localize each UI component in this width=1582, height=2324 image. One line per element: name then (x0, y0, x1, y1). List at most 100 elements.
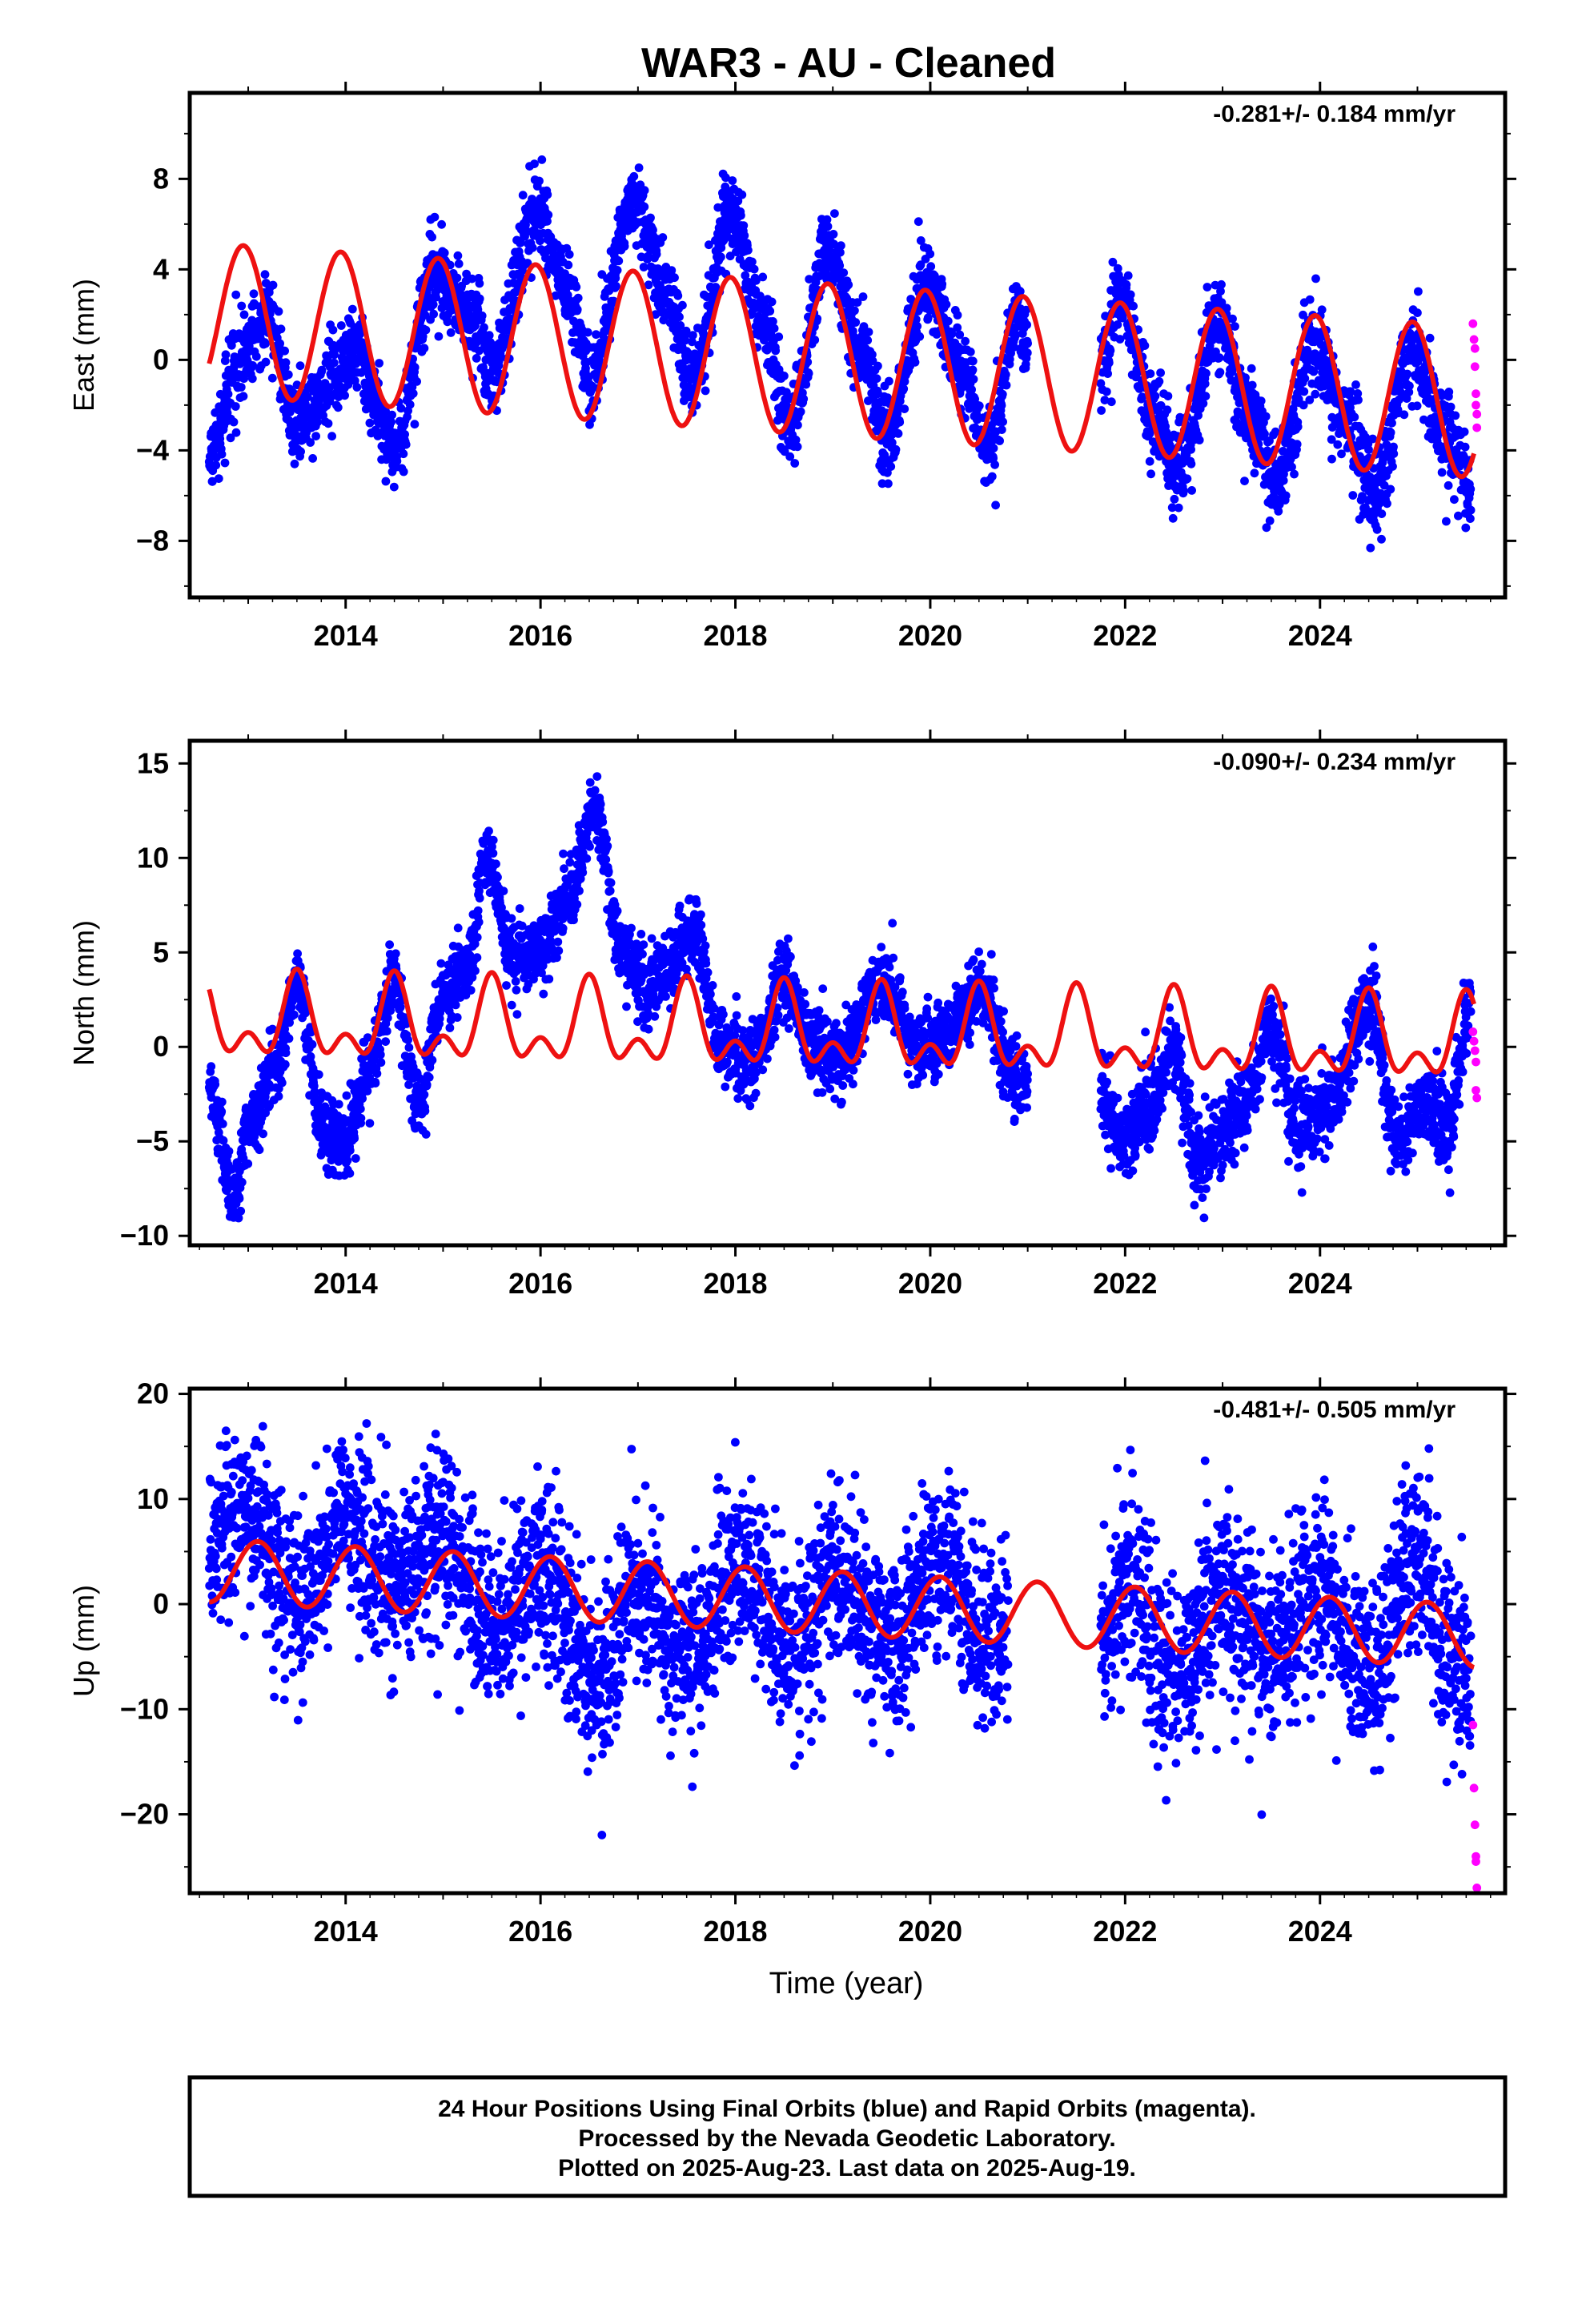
east-final-orbit-point (1126, 290, 1135, 300)
north-final-orbit-point (376, 1058, 386, 1068)
east-final-orbit-point (1145, 456, 1154, 466)
east-final-orbit-point (333, 403, 343, 412)
east-final-orbit-point (389, 482, 399, 492)
east-rapid-orbit-point (1472, 400, 1480, 410)
east-final-orbit-point (496, 353, 505, 362)
north-final-orbit-point (372, 1069, 382, 1078)
east-final-orbit-point (611, 274, 620, 283)
east-final-orbit-point (475, 279, 484, 288)
east-final-orbit-point (313, 417, 322, 427)
east-final-orbit-point (990, 460, 999, 469)
east-final-orbit-point (1228, 314, 1237, 324)
east-final-orbit-point (1146, 469, 1155, 479)
east-final-orbit-point (226, 433, 235, 443)
east-final-orbit-point (1195, 436, 1204, 444)
east-final-orbit-point (237, 301, 247, 311)
north-final-orbit-point (277, 1078, 287, 1088)
east-final-orbit-point (737, 211, 745, 220)
east-final-orbit-point (836, 247, 845, 257)
east-final-orbit-point (995, 436, 1004, 445)
east-final-orbit-point (1386, 428, 1395, 437)
east-final-orbit-point (1162, 405, 1172, 415)
east-final-orbit-point (564, 250, 574, 259)
east-final-orbit-point (543, 190, 552, 199)
east-final-orbit-point (670, 273, 679, 283)
east-final-orbit-point (583, 328, 592, 337)
east-final-orbit-point (1265, 516, 1275, 525)
east-final-orbit-point (261, 357, 271, 367)
east-final-orbit-point (544, 210, 553, 219)
east-final-orbit-point (1388, 462, 1397, 471)
east-final-orbit-point (227, 340, 236, 350)
north-final-orbit-point (420, 1090, 429, 1100)
east-final-orbit-point (943, 316, 953, 326)
north-final-orbit-point (424, 1072, 434, 1082)
east-final-orbit-point (452, 273, 462, 283)
east-final-orbit-point (480, 323, 488, 332)
east-final-orbit-point (477, 311, 487, 320)
east-final-orbit-point (336, 321, 346, 330)
east-final-orbit-point (1200, 379, 1210, 388)
north-final-orbit-points (204, 772, 1476, 1223)
east-final-orbit-point (1383, 499, 1391, 509)
east-final-orbit-point (733, 196, 743, 206)
east-final-orbit-point (863, 336, 873, 345)
east-final-orbit-point (536, 236, 544, 246)
east-final-orbit-point (387, 410, 396, 420)
east-final-orbit-point (758, 272, 768, 282)
east-final-orbit-point (1203, 283, 1212, 292)
east-final-orbit-point (793, 442, 802, 452)
east-final-orbit-point (1123, 271, 1133, 280)
east-final-orbit-point (421, 325, 431, 335)
east-final-orbit-point (721, 173, 730, 183)
north-final-orbit-point (404, 1043, 414, 1052)
east-final-orbit-point (614, 256, 624, 266)
east-final-orbit-point (887, 438, 897, 448)
east-final-orbit-point (296, 447, 305, 456)
east-final-orbit-point (1442, 517, 1451, 526)
east-final-orbit-point (387, 417, 396, 427)
north-final-orbit-point (218, 1120, 227, 1128)
north-final-orbit-point (284, 1034, 294, 1043)
east-final-orbit-point (1281, 491, 1291, 501)
east-final-orbit-point (612, 281, 620, 291)
east-final-orbit-point (899, 384, 909, 393)
east-final-orbit-point (991, 501, 1000, 510)
north-final-orbit-point (217, 1097, 227, 1107)
east-final-orbit-point (1163, 392, 1173, 400)
east-final-orbit-point (771, 346, 781, 356)
east-y-tick-label: −4 (136, 433, 169, 466)
east-final-orbit-point (1366, 543, 1375, 553)
east-final-orbit-point (446, 328, 456, 337)
east-final-orbit-point (1001, 370, 1010, 380)
east-final-orbit-point (1450, 495, 1459, 505)
east-final-orbit-point (1305, 295, 1315, 304)
north-final-orbit-point (420, 1106, 430, 1116)
east-final-orbit-point (634, 163, 644, 172)
east-final-orbit-point (260, 270, 270, 279)
east-final-orbit-point (420, 344, 429, 353)
east-final-orbit-point (1146, 369, 1155, 378)
east-final-orbit-point (884, 479, 893, 489)
east-final-orbit-point (274, 307, 283, 316)
east-final-orbit-point (893, 429, 903, 438)
east-final-orbit-point (1446, 402, 1456, 412)
east-final-orbit-point (223, 389, 233, 399)
north-final-orbit-point (391, 949, 400, 959)
east-final-orbit-point (791, 435, 801, 444)
east-final-orbit-point (969, 375, 978, 384)
east-final-orbit-point (1377, 509, 1387, 518)
east-final-orbit-point (681, 326, 691, 336)
east-final-orbit-point (748, 257, 757, 267)
east-final-orbit-point (858, 292, 868, 301)
east-final-orbit-point (1150, 392, 1160, 400)
east-final-orbit-point (830, 209, 839, 218)
east-final-orbit-point (640, 186, 649, 195)
east-final-orbit-point (468, 274, 476, 283)
east-final-orbit-point (1377, 534, 1386, 544)
east-y-tick-label: 8 (153, 162, 169, 195)
east-final-orbit-point (839, 268, 849, 277)
east-final-orbit-point (997, 425, 1006, 434)
east-final-orbit-point (767, 297, 777, 307)
